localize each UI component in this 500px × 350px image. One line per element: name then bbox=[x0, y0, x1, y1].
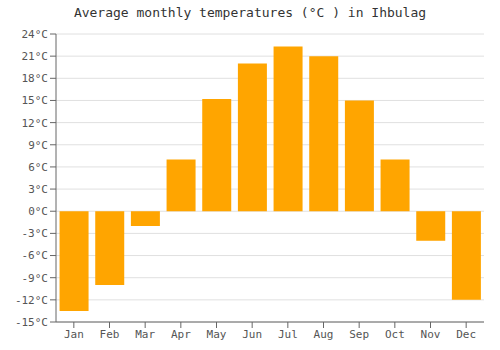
html-text:Average monthly temperatures (: Average monthly temperatures (°C ) in Ih… bbox=[73, 5, 427, 20]
svg-text:-6°C: -6°C bbox=[22, 249, 49, 262]
svg-text:Nov: Nov bbox=[421, 328, 441, 341]
svg-text:-9°C: -9°C bbox=[22, 272, 49, 285]
svg-text:Jan: Jan bbox=[64, 328, 84, 341]
svg-text:Oct: Oct bbox=[385, 328, 405, 341]
svg-text:18°C: 18°C bbox=[22, 72, 49, 85]
svg-text:Sep: Sep bbox=[349, 328, 369, 341]
svg-text:-15°C: -15°C bbox=[15, 316, 48, 329]
svg-text:Feb: Feb bbox=[100, 328, 120, 341]
svg-text:Aug: Aug bbox=[314, 328, 334, 341]
svg-text:-12°C: -12°C bbox=[15, 294, 48, 307]
svg-text:24°C: 24°C bbox=[22, 28, 49, 41]
svg-text:12°C: 12°C bbox=[22, 117, 49, 130]
svg-text:Mar: Mar bbox=[135, 328, 155, 341]
svg-text:0°C: 0°C bbox=[28, 205, 48, 218]
svg-text:Jun: Jun bbox=[242, 328, 262, 341]
svg-text:Jul: Jul bbox=[278, 328, 298, 341]
svg-text:15°C: 15°C bbox=[22, 94, 49, 107]
svg-text:Dec: Dec bbox=[456, 328, 476, 341]
svg-text:-3°C: -3°C bbox=[22, 227, 49, 240]
svg-text:May: May bbox=[207, 328, 227, 341]
svg-text:21°C: 21°C bbox=[22, 50, 49, 63]
svg-text:9°C: 9°C bbox=[28, 139, 48, 152]
svg-text:6°C: 6°C bbox=[28, 161, 48, 174]
svg-text:Apr: Apr bbox=[171, 328, 191, 341]
svg-text:3°C: 3°C bbox=[28, 183, 48, 196]
